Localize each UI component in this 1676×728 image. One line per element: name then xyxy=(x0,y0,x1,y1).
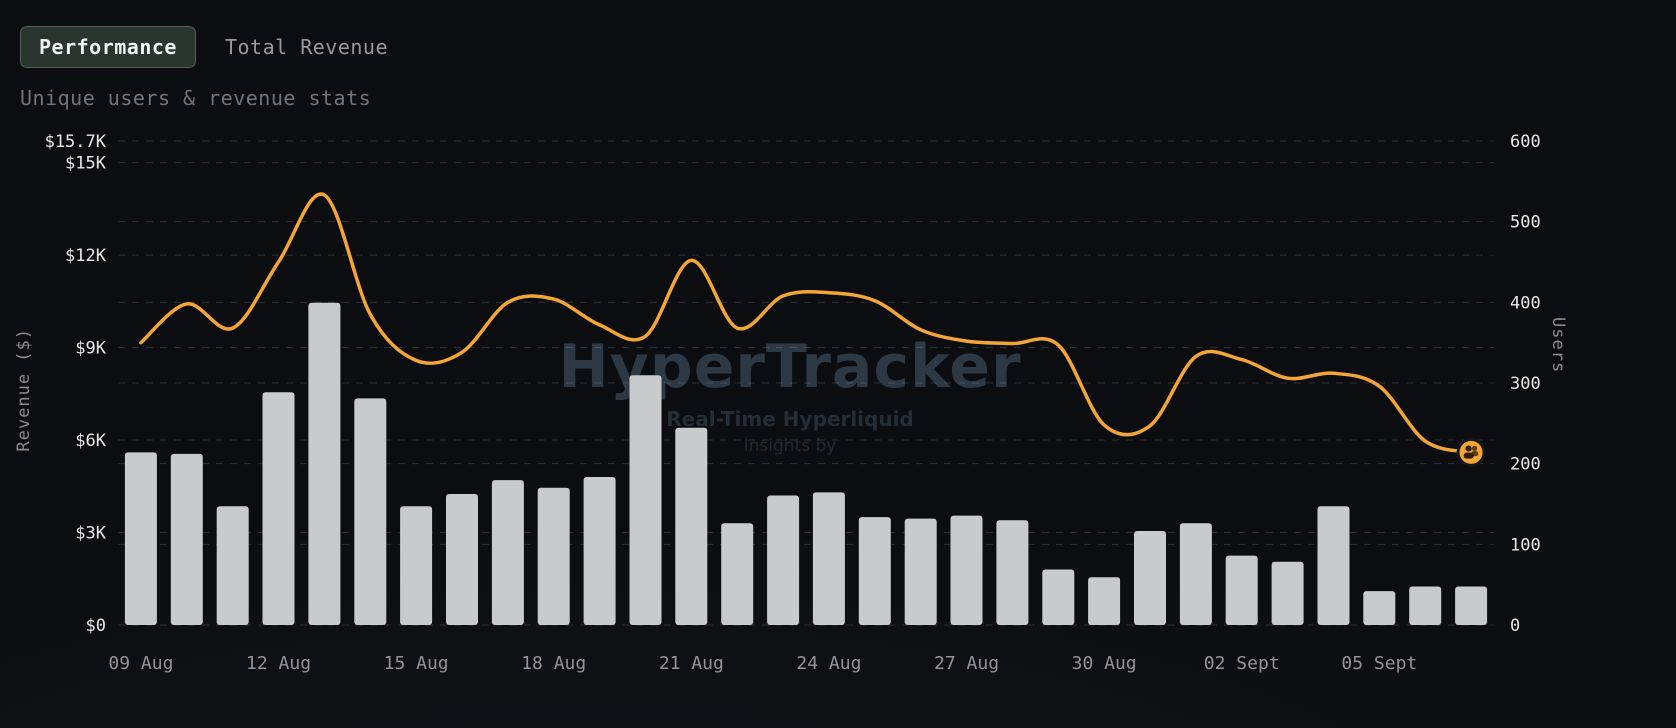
right-axis-tick: 500 xyxy=(1510,213,1541,233)
tab-performance[interactable]: Performance xyxy=(20,26,196,68)
x-axis-tick: 02 Sept xyxy=(1204,653,1280,674)
revenue-bar[interactable] xyxy=(400,506,433,625)
revenue-bars xyxy=(124,302,1488,626)
x-axis-tick: 12 Aug xyxy=(246,653,311,674)
left-axis-tick: $0 xyxy=(86,616,106,636)
x-axis-tick: 15 Aug xyxy=(384,653,449,674)
revenue-bar[interactable] xyxy=(308,302,341,625)
x-axis-tick: 24 Aug xyxy=(796,653,861,674)
left-axis-tick: $15.7K xyxy=(45,132,107,152)
revenue-bar[interactable] xyxy=(950,515,983,625)
right-axis-title: Users xyxy=(1548,317,1568,374)
left-axis-tick: $6K xyxy=(75,431,106,451)
revenue-bar[interactable] xyxy=(1088,577,1121,625)
right-axis-tick: 200 xyxy=(1510,455,1541,475)
users-icon xyxy=(1456,437,1486,467)
revenue-bar[interactable] xyxy=(1455,586,1488,626)
revenue-bar[interactable] xyxy=(1317,506,1350,625)
revenue-bar[interactable] xyxy=(216,506,249,625)
revenue-bar[interactable] xyxy=(583,477,616,625)
revenue-bar[interactable] xyxy=(1179,523,1212,625)
left-axis-tick: $3K xyxy=(75,524,106,544)
revenue-bar[interactable] xyxy=(446,494,478,625)
left-axis-tick: $12K xyxy=(65,246,107,266)
x-axis-tick: 18 Aug xyxy=(521,653,586,674)
x-axis-tick: 27 Aug xyxy=(934,653,999,674)
revenue-bar[interactable] xyxy=(767,495,800,626)
revenue-bar[interactable] xyxy=(1134,531,1166,625)
revenue-bar[interactable] xyxy=(1363,591,1396,625)
revenue-bar[interactable] xyxy=(537,487,570,625)
right-axis-tick: 400 xyxy=(1510,293,1541,313)
revenue-bar[interactable] xyxy=(858,517,891,625)
revenue-bar[interactable] xyxy=(675,427,708,625)
revenue-bar[interactable] xyxy=(1042,569,1075,626)
right-axis-tick: 300 xyxy=(1510,374,1541,394)
revenue-bar[interactable] xyxy=(262,392,295,625)
revenue-bar[interactable] xyxy=(354,398,387,625)
chart-subtitle: Unique users & revenue stats xyxy=(20,86,372,110)
x-axis-tick: 09 Aug xyxy=(108,653,173,674)
revenue-bar[interactable] xyxy=(1225,555,1258,625)
revenue-bar[interactable] xyxy=(629,375,662,625)
x-axis-tick: 21 Aug xyxy=(659,653,724,674)
revenue-bar[interactable] xyxy=(996,520,1029,625)
revenue-bar[interactable] xyxy=(1409,586,1442,626)
left-axis-tick: $15K xyxy=(65,154,107,174)
x-axis-tick: 05 Sept xyxy=(1341,653,1417,674)
revenue-bar[interactable] xyxy=(721,523,754,625)
revenue-bar[interactable] xyxy=(170,453,203,625)
revenue-bar[interactable] xyxy=(124,452,157,625)
users-line[interactable] xyxy=(139,192,1473,455)
revenue-bar[interactable] xyxy=(812,492,845,625)
revenue-bar[interactable] xyxy=(491,480,524,625)
right-axis-tick: 0 xyxy=(1510,616,1520,636)
left-axis-tick: $9K xyxy=(75,339,106,359)
right-axis-tick: 100 xyxy=(1510,535,1541,555)
tab-total-revenue[interactable]: Total Revenue xyxy=(206,26,407,68)
revenue-bar[interactable] xyxy=(904,518,937,625)
tab-bar: Performance Total Revenue xyxy=(20,26,407,68)
right-axis-tick: 600 xyxy=(1510,132,1541,152)
revenue-bar[interactable] xyxy=(1271,561,1304,625)
gridlines xyxy=(118,140,1494,626)
x-axis-tick: 30 Aug xyxy=(1072,653,1137,674)
